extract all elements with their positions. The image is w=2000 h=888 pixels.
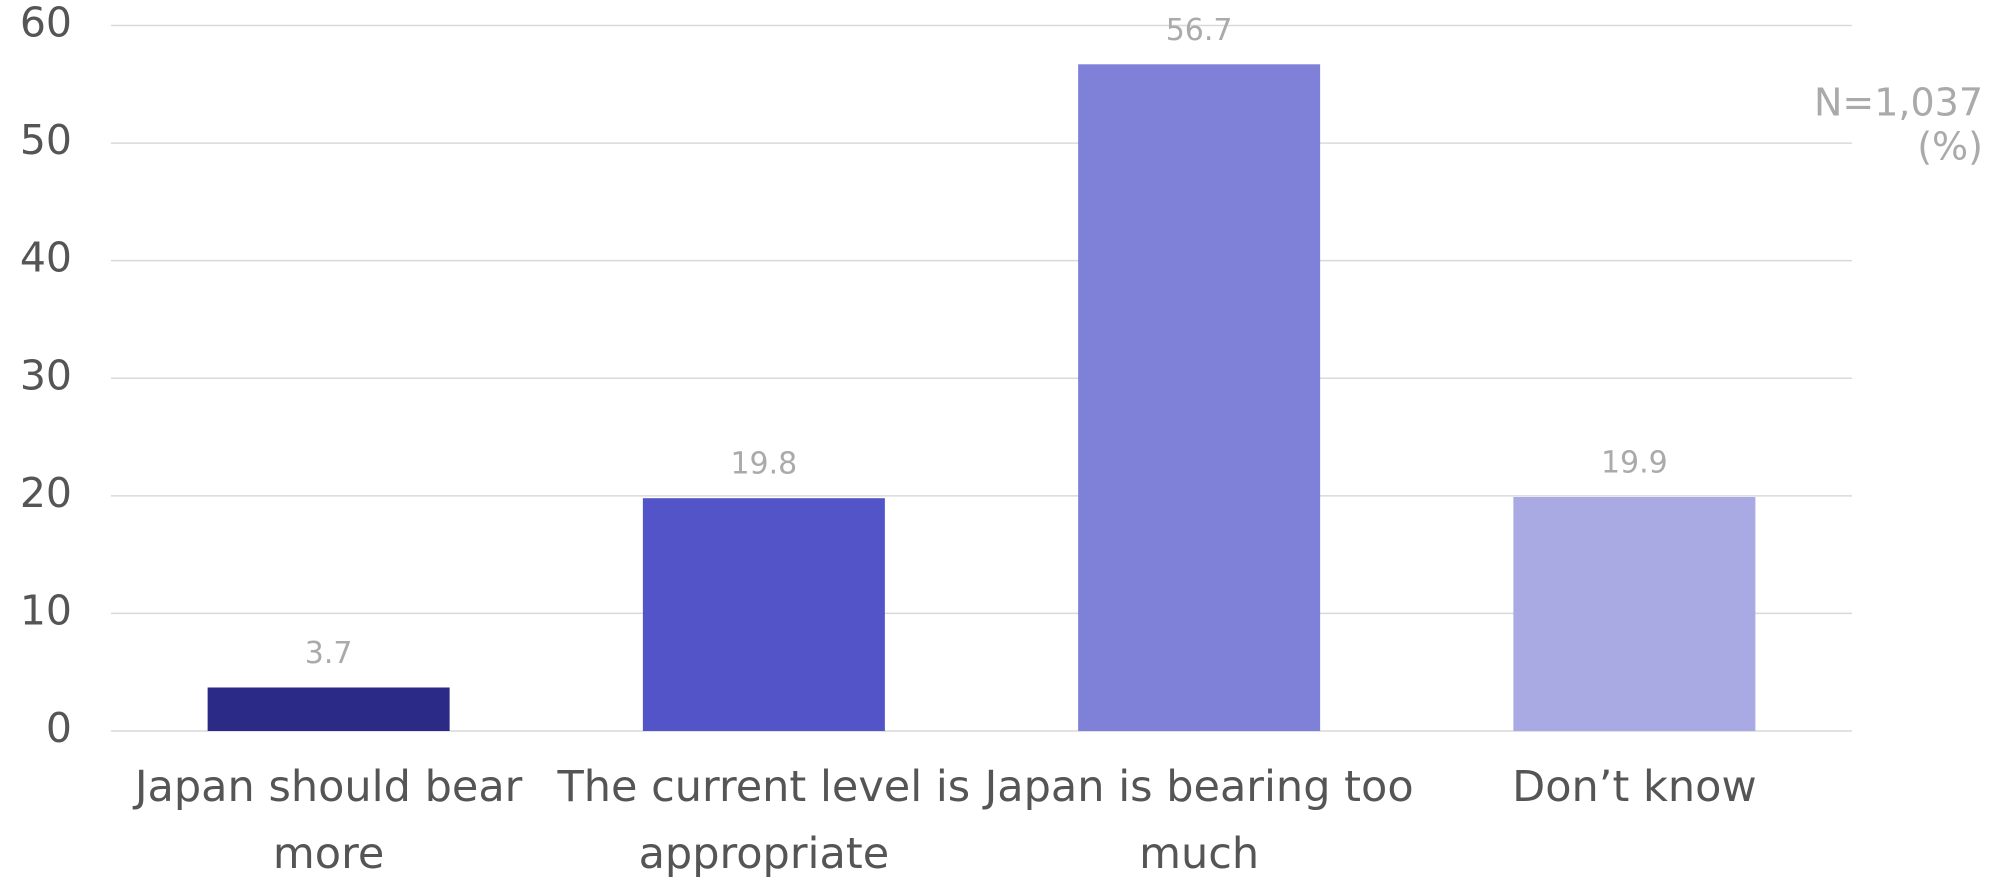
sample-size-note: N=1,037 — [1814, 81, 1983, 125]
y-tick-label: 10 — [20, 586, 72, 634]
value-label: 3.7 — [305, 636, 353, 671]
bar — [1078, 64, 1321, 732]
bar — [1513, 497, 1756, 731]
value-label: 19.9 — [1601, 446, 1668, 481]
y-tick-label: 40 — [20, 234, 72, 282]
value-label: 56.7 — [1166, 13, 1233, 48]
x-tick-label: Japan is bearing too much — [984, 762, 1414, 879]
unit-note: (%) — [1917, 125, 1983, 169]
y-tick-label: 60 — [20, 0, 72, 47]
y-tick-label: 0 — [46, 704, 72, 752]
value-label: 19.8 — [730, 447, 797, 482]
bar — [642, 498, 885, 731]
y-tick-label: 20 — [20, 469, 72, 517]
x-tick-label: Don’t know — [1512, 762, 1757, 812]
y-tick-label: 30 — [20, 351, 72, 399]
x-tick-label: The current level is appropriate — [557, 762, 971, 879]
x-tick-label: Japan should bear more — [134, 762, 523, 879]
y-tick-label: 50 — [20, 116, 72, 164]
bar — [207, 687, 450, 731]
